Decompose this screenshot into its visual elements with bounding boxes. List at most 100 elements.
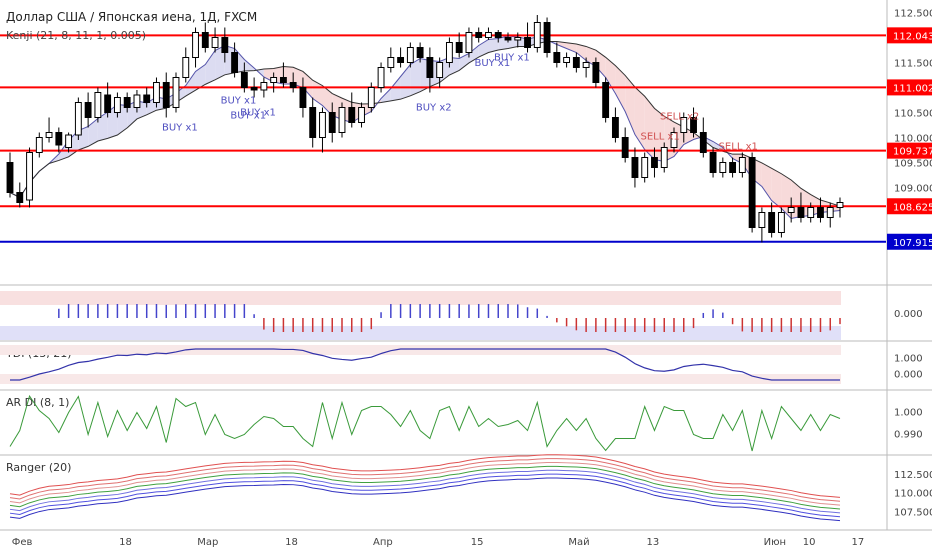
- x-tick-label: 10: [803, 537, 816, 548]
- candle-body: [279, 77, 287, 83]
- ma-band: [244, 59, 255, 72]
- ma-band: [97, 112, 108, 141]
- candle: [602, 77, 610, 123]
- candle-body: [680, 117, 688, 133]
- candle-body: [602, 82, 610, 118]
- candle: [240, 62, 248, 93]
- indicator-label: Kenji (21, 8, 11, 1, 0.005): [6, 29, 147, 42]
- candle-body: [651, 157, 658, 168]
- candle: [817, 197, 824, 223]
- x-tick-label: Фев: [12, 537, 33, 548]
- candle-body: [543, 22, 551, 53]
- candle-body: [699, 132, 707, 153]
- level-price-tag: 107.915: [887, 233, 932, 250]
- candle: [611, 107, 619, 143]
- x-tick-label: 18: [285, 537, 298, 548]
- ranger-line: [9, 477, 841, 522]
- candle: [26, 147, 33, 208]
- ma-band: [205, 50, 216, 85]
- candle: [426, 47, 434, 93]
- candle: [74, 97, 82, 140]
- candle: [104, 82, 112, 118]
- candle: [231, 42, 239, 78]
- candle-body: [309, 107, 317, 138]
- candle-body: [260, 82, 268, 91]
- candle: [319, 107, 326, 153]
- tdi-line: [10, 348, 840, 381]
- candle-body: [172, 77, 180, 108]
- candle: [758, 207, 766, 243]
- candle-body: [65, 134, 73, 148]
- candle: [348, 92, 356, 128]
- candle-body: [270, 77, 278, 83]
- x-tick-label: Апр: [373, 537, 393, 548]
- candle-body: [55, 132, 63, 146]
- ma-band: [761, 162, 772, 201]
- candle: [651, 147, 658, 178]
- ma-band: [185, 71, 196, 97]
- candle-body: [133, 94, 141, 108]
- panel-tick-label: 1.000: [894, 408, 923, 419]
- candle: [680, 112, 688, 143]
- buy-signal-label: BUY x1: [230, 111, 266, 122]
- candle: [553, 42, 561, 68]
- candle: [777, 207, 785, 238]
- ma-band: [381, 88, 391, 103]
- candle: [153, 77, 160, 108]
- level-price-tag: 108.625: [887, 198, 932, 215]
- buy-signal-label: BUY x2: [416, 103, 452, 114]
- ma-band: [566, 42, 577, 53]
- candle-body: [211, 37, 219, 48]
- x-tick-label: 17: [852, 537, 865, 548]
- x-tick-label: 13: [646, 537, 659, 548]
- ma-band: [713, 141, 723, 152]
- candle-body: [572, 57, 580, 68]
- candle: [162, 72, 170, 118]
- candle-body: [631, 157, 639, 178]
- candle: [16, 182, 24, 208]
- candle: [563, 52, 571, 68]
- ma-band: [322, 85, 333, 116]
- candle-body: [563, 57, 571, 63]
- candle-body: [221, 37, 229, 53]
- x-tick-label: Мар: [197, 537, 218, 548]
- candle: [504, 32, 512, 43]
- candle-body: [611, 117, 619, 138]
- candle-body: [348, 107, 356, 123]
- candle-body: [836, 202, 844, 208]
- price-tick-label: 112.500: [894, 9, 932, 20]
- sell-signal-label: SELL x1: [719, 142, 758, 153]
- ma-band: [595, 50, 606, 78]
- candle-body: [6, 162, 14, 193]
- candle-body: [445, 42, 453, 63]
- candle: [338, 102, 346, 138]
- candle-body: [768, 212, 776, 233]
- candle-body: [465, 32, 473, 53]
- candle-body: [719, 162, 727, 173]
- x-tick-label: 15: [471, 537, 484, 548]
- candle: [279, 62, 287, 88]
- candle-body: [807, 207, 815, 218]
- buy-signal-label: BUY x1: [474, 58, 510, 69]
- candle-body: [74, 102, 82, 136]
- candle: [123, 92, 131, 113]
- ma-band: [215, 45, 225, 80]
- candle: [358, 102, 365, 128]
- candle-body: [367, 87, 375, 108]
- ma-band: [478, 39, 489, 58]
- candle-body: [797, 207, 805, 218]
- candle: [270, 72, 278, 93]
- candle-body: [397, 57, 405, 63]
- ma-band: [625, 75, 635, 135]
- candle-body: [26, 152, 33, 201]
- candle: [367, 82, 375, 113]
- panel-tick-label: 1.000: [894, 353, 923, 364]
- candle: [699, 117, 707, 158]
- level-tag-text: 112.043: [893, 31, 932, 42]
- candle: [211, 27, 219, 53]
- buy-signal-label: BUY x1: [494, 53, 530, 64]
- candle: [572, 52, 580, 73]
- candle: [445, 37, 453, 68]
- level-price-tag: 111.002: [887, 79, 932, 96]
